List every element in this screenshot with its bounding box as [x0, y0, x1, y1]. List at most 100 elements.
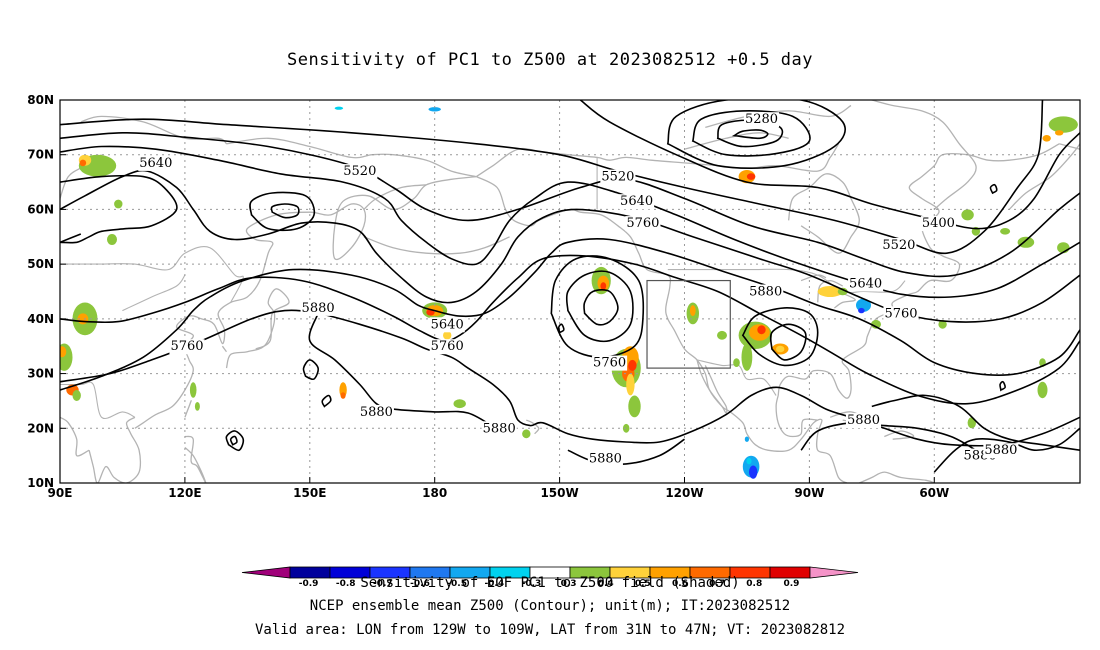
- z500-contour-30: [999, 380, 1006, 392]
- longitude-axis-labels: 90E 120E 150E 180 150W 120W 90W 60W: [48, 477, 949, 500]
- coastline-20: [884, 430, 915, 440]
- contour-label: 5640: [431, 317, 464, 332]
- contour-label-background: [358, 404, 394, 420]
- contour-label: 5520: [601, 170, 634, 185]
- sensitivity-patch-37: [741, 343, 753, 371]
- contour-label-background: [600, 169, 636, 185]
- lat-tick-label: 70N: [27, 148, 54, 162]
- negative-sensitivity-patch-5: [746, 457, 752, 465]
- lat-tick-label: 20N: [27, 421, 54, 435]
- coastline-15: [705, 104, 852, 129]
- z500-contour-16: [308, 313, 498, 431]
- contour-label: 5880: [360, 405, 393, 420]
- z500-contour-14: [60, 254, 1080, 405]
- colorbar-level-label: -0.8: [336, 579, 356, 589]
- contour-label: 5760: [170, 339, 203, 354]
- negative-sensitivity-patch-0: [428, 107, 441, 112]
- sensitivity-patch-29: [628, 395, 641, 418]
- z500-contour-7: [60, 145, 1080, 299]
- sensitivity-patch-54: [938, 319, 947, 329]
- coastline-9: [696, 359, 728, 414]
- colorbar-level-label: 0.5: [635, 579, 651, 589]
- contour-label-background: [342, 164, 378, 180]
- contour-label: 5880: [589, 451, 622, 466]
- z500-contour-10: [60, 233, 82, 244]
- coastline-16: [684, 132, 789, 150]
- coastline-26: [834, 290, 856, 309]
- z500-contour-19: [583, 289, 619, 326]
- coastline-5: [184, 400, 192, 418]
- z500-contour-1: [716, 119, 784, 148]
- sensitivity-patch-40: [733, 358, 740, 367]
- sensitivity-patch-42: [746, 173, 756, 180]
- country-border-1: [696, 359, 777, 396]
- sensitivity-patch-27: [626, 373, 635, 396]
- lat-tick-label: 10N: [27, 476, 54, 490]
- contour-label-background: [748, 284, 784, 300]
- lon-tick-label: 90W: [794, 486, 824, 500]
- z500-contour-20: [565, 270, 634, 343]
- contour-label-background: [481, 421, 517, 437]
- z500-contour-2: [691, 110, 811, 157]
- contour-label-background: [881, 238, 917, 253]
- lat-tick-label: 30N: [27, 367, 54, 381]
- map-frame: [59, 99, 1081, 484]
- colorbar-level-label: -0.5: [447, 579, 467, 589]
- contour-label: 5520: [343, 164, 376, 179]
- latitude-axis-labels: 10N 20N 30N 40N 50N 60N 70N 80N: [27, 93, 66, 490]
- country-border-3: [101, 245, 244, 303]
- sensitivity-patch-51: [817, 286, 843, 297]
- lon-tick-label: 120E: [168, 486, 201, 500]
- sensitivity-patch-3: [114, 199, 123, 209]
- negative-sensitivity-patch-6: [744, 436, 750, 442]
- colorbar: [241, 566, 859, 579]
- coastline-0: [134, 175, 477, 429]
- contour-label: 5640: [849, 276, 882, 291]
- z500-contour-22: [769, 323, 807, 361]
- lat-tick-label: 40N: [27, 312, 54, 326]
- colorbar-level-label: -0.6: [410, 579, 430, 589]
- contour-label-background: [983, 443, 1019, 459]
- contour-label-background: [429, 317, 465, 333]
- sensitivity-patch-36: [757, 325, 766, 335]
- z500-contour-24: [229, 435, 238, 446]
- contour-label: 5760: [431, 339, 464, 354]
- contour-label: 5760: [884, 306, 917, 321]
- lon-tick-label: 150E: [293, 486, 326, 500]
- sensitivity-patch-45: [1000, 228, 1011, 235]
- coastline-23: [1059, 143, 1080, 150]
- contour-label-background: [300, 300, 336, 316]
- footer-line-1: NCEP ensemble mean Z500 (Contour); unit(…: [309, 598, 791, 614]
- contour-label-background: [883, 306, 919, 322]
- coastline-2: [60, 416, 90, 457]
- colorbar-level-label: -0.9: [299, 579, 319, 589]
- sensitivity-patch-52: [837, 287, 848, 296]
- sensitivity-patch-33: [717, 330, 727, 340]
- contour-label: 5760: [626, 216, 659, 231]
- z500-contour-5: [60, 100, 1044, 255]
- sensitivity-patch-53: [871, 319, 881, 329]
- negative-sensitivity-patch-2: [858, 307, 865, 314]
- contour-label: 5400: [922, 216, 955, 231]
- contour-label-background: [429, 339, 465, 355]
- lon-tick-label: 150W: [540, 486, 578, 500]
- z500-contour-29: [989, 183, 998, 195]
- lon-tick-label: 180: [422, 486, 447, 500]
- valid-area-rectangle: [646, 279, 731, 369]
- contour-label-background: [743, 112, 780, 128]
- z500-contour-4: [579, 100, 1080, 230]
- contour-label-background: [169, 339, 205, 355]
- colorbar-level-label: 0.9: [783, 579, 799, 589]
- sensitivity-patch-20: [522, 429, 531, 439]
- z500-contour-6: [60, 131, 1080, 278]
- coastline-10: [777, 143, 1060, 399]
- contour-label: 5520: [882, 238, 915, 253]
- z500-contour-11: [270, 203, 300, 219]
- coastline-6: [184, 435, 207, 483]
- colorbar-level-label: 0.6: [672, 579, 688, 589]
- valid-area-box: [646, 279, 731, 369]
- z500-contour-25: [225, 430, 245, 452]
- colorbar-level-label: -0.3: [522, 579, 542, 589]
- contour-label: 5760: [593, 356, 626, 371]
